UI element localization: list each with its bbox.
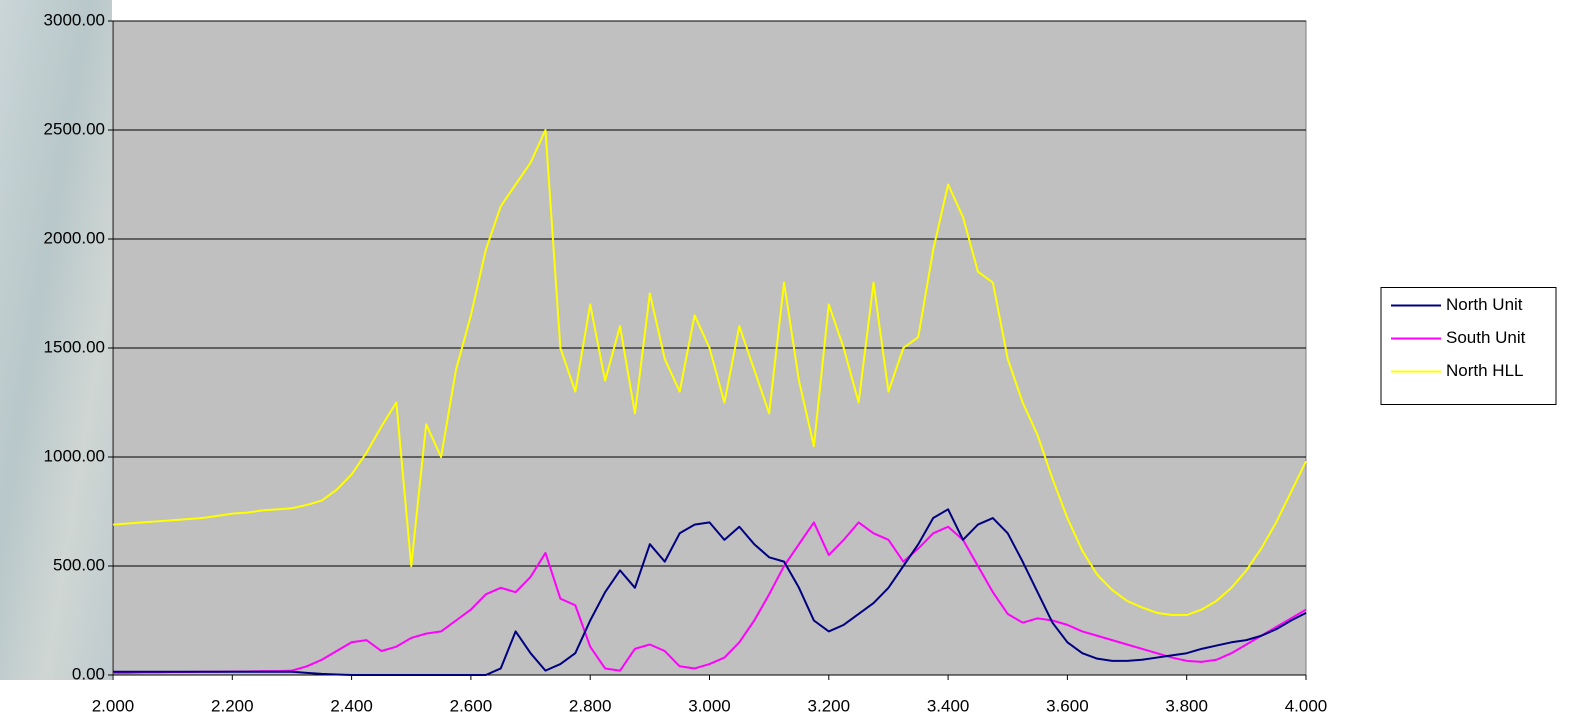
chart: 0.00 500.00 1000.00 1500.00 2000.00 2500.00 30…	[0, 0, 1576, 724]
legend-label: North HLL	[1446, 361, 1523, 380]
y-tick-label: 500.00	[53, 555, 105, 574]
x-tick-label: 2.200	[211, 696, 254, 715]
y-tick-label: 1000.00	[44, 446, 105, 465]
x-tick-label: 2.000	[92, 696, 135, 715]
x-tick-label: 3.600	[1046, 696, 1089, 715]
y-tick-label: 2500.00	[44, 119, 105, 138]
y-tick-label: 2000.00	[44, 228, 105, 247]
x-tick-label: 3.200	[808, 696, 851, 715]
y-tick-label: 0.00	[72, 664, 105, 683]
x-tick-label: 2.400	[330, 696, 373, 715]
x-tick-label: 3.000	[688, 696, 731, 715]
x-tick-label: 4.000	[1285, 696, 1328, 715]
x-tick-label: 2.800	[569, 696, 612, 715]
legend-label: North Unit	[1446, 295, 1523, 314]
x-tick-label: 3.800	[1165, 696, 1208, 715]
plot-area: 0.00 500.00 1000.00 1500.00 2000.00 2500.00 30…	[44, 10, 1328, 715]
legend: North Unit South Unit North HLL	[1381, 288, 1556, 405]
legend-label: South Unit	[1446, 328, 1526, 347]
y-tick-label: 1500.00	[44, 337, 105, 356]
y-tick-label: 3000.00	[44, 10, 105, 29]
page: {"chart_data": { "type": "line", "x": [2…	[0, 0, 1576, 724]
x-tick-label: 2.600	[450, 696, 493, 715]
x-tick-label: 3.400	[927, 696, 970, 715]
